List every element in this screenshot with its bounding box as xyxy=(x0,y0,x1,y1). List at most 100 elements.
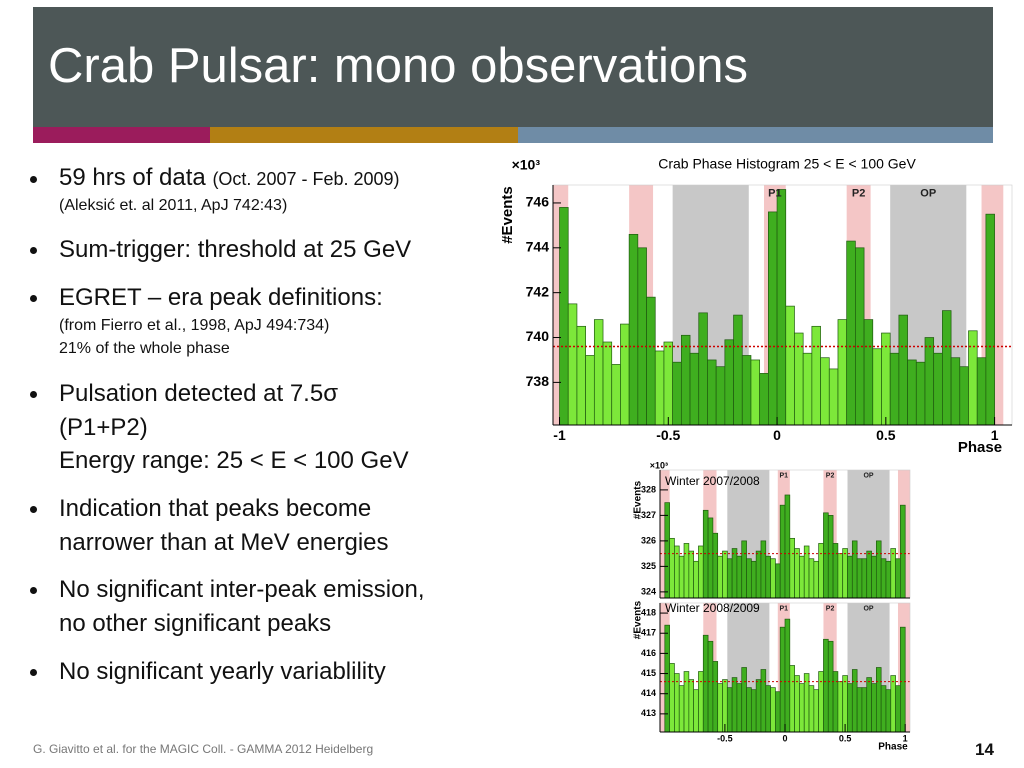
histogram-bar xyxy=(755,550,762,598)
histogram-bar xyxy=(803,673,810,732)
y-tick-label: 414 xyxy=(641,688,656,698)
histogram-bar xyxy=(726,687,733,732)
histogram-bar xyxy=(813,560,820,598)
histogram-bar xyxy=(736,555,743,598)
histogram-bar xyxy=(866,550,872,598)
histogram-bar xyxy=(567,303,578,425)
histogram-bar xyxy=(768,211,778,425)
bullet-line: Indication that peaks become xyxy=(59,495,372,522)
histogram-bar xyxy=(915,361,926,425)
bullet-line: No significant inter-peak emission, xyxy=(59,576,425,603)
histogram-bar xyxy=(846,240,856,425)
histogram-bar xyxy=(683,543,690,598)
histogram-bar xyxy=(889,352,900,425)
histogram-bar xyxy=(707,517,714,598)
histogram-bar xyxy=(890,548,896,598)
histogram-bar xyxy=(698,671,704,732)
x-axis-label: Phase xyxy=(958,439,1002,456)
histogram-bar xyxy=(808,558,815,598)
annotation: Winter 2008/2009 xyxy=(665,601,760,615)
histogram-bar xyxy=(712,661,719,732)
histogram-bar xyxy=(637,247,647,425)
histogram-bar xyxy=(688,679,695,732)
bullet-dot xyxy=(30,506,37,513)
histogram-bar xyxy=(724,339,734,425)
bullet-text: 59 hrs of data (Oct. 2007 - Feb. 2009) xyxy=(59,164,400,192)
note: (from Fierro et al., 1998, ApJ 494:734) xyxy=(59,317,330,334)
histogram-bar xyxy=(765,685,771,732)
histogram-bar xyxy=(707,359,717,425)
y-multiplier: ×10³ xyxy=(650,460,668,470)
histogram-bar xyxy=(746,687,752,732)
histogram-bar xyxy=(890,675,896,732)
histogram-bar xyxy=(794,548,800,598)
histogram-bar xyxy=(880,558,887,598)
histogram-bar xyxy=(784,494,791,598)
bullet-line: No significant yearly variablility xyxy=(59,658,386,685)
histogram-bar xyxy=(628,233,639,425)
y-multiplier: ×10³ xyxy=(512,157,541,173)
histogram-bar xyxy=(736,683,743,732)
histogram-bar xyxy=(611,364,621,425)
histogram-bar xyxy=(750,359,761,425)
histogram-bar xyxy=(837,681,844,732)
histogram-bar xyxy=(900,504,906,598)
histogram-bar xyxy=(823,512,829,598)
bullet-line: Sum-trigger: threshold at 25 GeV xyxy=(59,236,412,263)
histogram-bar xyxy=(693,560,699,598)
histogram-bar xyxy=(776,189,787,425)
histogram-bar xyxy=(789,537,795,598)
histogram-bar xyxy=(885,560,892,598)
histogram-bar xyxy=(847,683,853,732)
x-tick-label: 1 xyxy=(991,427,999,443)
bullet-line: Energy range: 25 < E < 100 GeV xyxy=(59,447,409,474)
histogram-bar xyxy=(811,325,821,425)
histogram-bar xyxy=(895,558,901,598)
histogram-bar xyxy=(847,555,853,598)
histogram-bar xyxy=(741,540,747,598)
histogram-bar xyxy=(799,555,805,598)
region-label: P1 xyxy=(768,188,781,200)
histogram-bar xyxy=(875,540,882,598)
histogram-bar xyxy=(722,550,728,598)
histogram-bar xyxy=(654,350,665,425)
histogram-bar xyxy=(726,558,733,598)
note: 21% of the whole phase xyxy=(59,340,230,357)
region-label: OP xyxy=(920,188,936,200)
histogram-bar xyxy=(828,368,839,425)
histogram-bar xyxy=(976,357,987,425)
y-tick-label: 418 xyxy=(641,607,656,617)
plot-content xyxy=(660,603,910,732)
inline-note: (Oct. 2007 - Feb. 2009) xyxy=(212,169,400,189)
histogram-bar xyxy=(785,305,795,425)
histogram-bar xyxy=(871,555,877,598)
histogram-bar xyxy=(779,504,786,598)
histogram-bar xyxy=(861,687,868,732)
bullet-dot xyxy=(30,295,37,302)
histogram-bar xyxy=(895,685,901,732)
x-tick-label: 1 xyxy=(903,734,908,744)
y-tick-label: 327 xyxy=(641,510,656,520)
histogram-bar xyxy=(856,687,863,732)
histogram-bar xyxy=(693,689,699,732)
y-tick-label: 738 xyxy=(526,373,550,389)
histogram-bar xyxy=(823,638,829,732)
histogram-bar xyxy=(755,679,762,732)
chart-title: Crab Phase Histogram 25 < E < 100 GeV xyxy=(658,156,916,172)
plot-content xyxy=(660,470,910,598)
histogram-bar xyxy=(733,314,743,425)
y-axis-label: #Events xyxy=(633,480,644,519)
histogram-bar xyxy=(775,563,781,598)
histogram-bar xyxy=(593,319,604,425)
histogram-bar xyxy=(820,357,830,425)
region-label: OP xyxy=(863,472,873,479)
y-tick-label: 415 xyxy=(641,668,656,678)
histogram-bar xyxy=(832,543,839,598)
histogram-bar xyxy=(698,312,708,425)
x-tick-label: 0 xyxy=(782,734,787,744)
histogram-bar xyxy=(924,337,935,425)
histogram-bar xyxy=(688,550,695,598)
histogram-bar xyxy=(818,671,824,732)
histogram-bar xyxy=(880,685,887,732)
histogram-bar xyxy=(664,502,670,598)
